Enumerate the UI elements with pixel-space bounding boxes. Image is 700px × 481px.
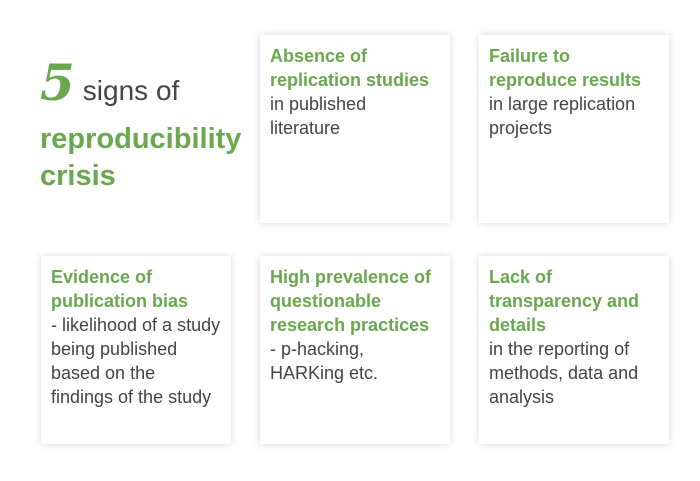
sign-card-failure-to-reproduce: Failure to reproduce results in large re… bbox=[479, 35, 669, 223]
card-title: Lack of transparency and details bbox=[489, 265, 659, 337]
sign-card-publication-bias: Evidence of publication bias - likelihoo… bbox=[41, 256, 231, 444]
card-body: in large replication projects bbox=[489, 92, 659, 140]
sign-card-lack-of-transparency: Lack of transparency and details in the … bbox=[479, 256, 669, 444]
card-title: Evidence of publication bias bbox=[51, 265, 221, 313]
sign-card-questionable-practices: High prevalence of questionable research… bbox=[260, 256, 450, 444]
heading-signs-of: signs of bbox=[83, 75, 180, 107]
card-body: in published literature bbox=[270, 92, 440, 140]
heading-subtitle-crisis: crisis bbox=[40, 159, 245, 194]
infographic-heading: 5 signs of reproducibility crisis bbox=[40, 58, 245, 194]
heading-first-line: 5 signs of bbox=[40, 58, 245, 120]
card-body: - likelihood of a study being published … bbox=[51, 313, 221, 409]
card-body: - p-hacking, HARKing etc. bbox=[270, 337, 440, 385]
heading-subtitle-reproducibility: reproducibility bbox=[40, 122, 245, 157]
card-title: High prevalence of questionable research… bbox=[270, 265, 440, 337]
card-title: Absence of replication studies bbox=[270, 44, 440, 92]
sign-card-absence-of-replication: Absence of replication studies in publis… bbox=[260, 35, 450, 223]
card-title: Failure to reproduce results bbox=[489, 44, 659, 92]
signs-count: 5 bbox=[40, 58, 75, 108]
card-body: in the reporting of methods, data and an… bbox=[489, 337, 659, 409]
